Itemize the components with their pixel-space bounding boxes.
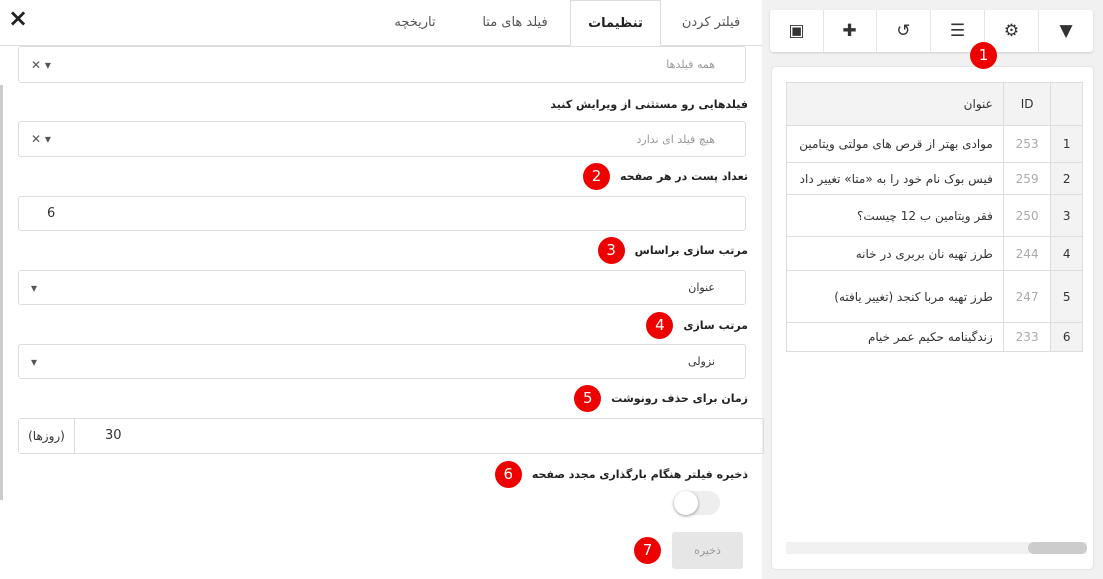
dropdown-icon[interactable]: ▾ (31, 354, 38, 369)
header-index (1050, 82, 1083, 126)
posts-table: ID عنوان 1 253 موادی بهتر از قرص های مولتی… (786, 82, 1083, 352)
row-title: فیس بوک نام خود را به «متا» تغییر داد (786, 162, 1004, 195)
toggle-knob (674, 491, 698, 515)
horizontal-scrollbar[interactable] (786, 542, 1087, 554)
row-id: 253 (1002, 125, 1052, 163)
row-index: 1 (1050, 125, 1083, 163)
order-by-label: مرتب سازی براساس (634, 244, 748, 257)
per-page-label: تعداد پست در هر صفحه (620, 170, 748, 183)
revision-label-row: زمان برای حذف رونوشت 5 (574, 385, 748, 412)
row-id: 247 (1002, 270, 1052, 323)
fields-placeholder: همه فیلدها (666, 58, 715, 71)
tab-divider (0, 45, 762, 46)
tab-filter[interactable]: فیلتر کردن (660, 0, 762, 46)
badge-5: 5 (574, 385, 602, 412)
row-title: زندگینامه حکیم عمر خیام (786, 322, 1004, 352)
badge-4: 4 (646, 312, 674, 339)
dropdown-icon[interactable]: ▾ (31, 280, 38, 295)
order-select[interactable]: نزولی ▾ (18, 344, 746, 379)
settings-panel: فیلتر کردن تنظیمات فیلد های متا تاریخچه … (0, 0, 764, 579)
exclude-label: فیلدهایی رو مستثنی از ویرایش کنید (550, 98, 748, 111)
row-title: طرز تهیه نان بربری در خانه (786, 236, 1004, 271)
badge-2: 2 (583, 163, 610, 190)
row-id: 244 (1002, 236, 1052, 271)
order-label: مرتب سازی (683, 319, 748, 332)
per-page-input[interactable]: 6 (18, 196, 746, 231)
save-filter-toggle[interactable] (674, 491, 720, 515)
header-title[interactable]: عنوان (786, 82, 1004, 126)
order-by-select[interactable]: عنوان ▾ (18, 270, 746, 305)
row-id: 233 (1002, 322, 1052, 352)
order-by-value: عنوان (688, 281, 715, 294)
table-row[interactable]: 5 247 طرز تهیه مربا کنجد (تغییر یافته) (786, 270, 1083, 323)
clear-dropdown-icon[interactable]: ▾ ✕ (31, 132, 51, 146)
header-id[interactable]: ID (1002, 82, 1052, 126)
row-id: 259 (1002, 162, 1052, 195)
row-index: 6 (1050, 322, 1083, 352)
badge-6: 6 (494, 461, 522, 488)
tab-meta-fields[interactable]: فیلد های متا (482, 15, 548, 30)
revision-input[interactable]: 30 (74, 418, 764, 454)
table-row[interactable]: 3 250 فقر ویتامین ب 12 چیست؟ (786, 194, 1083, 237)
row-title: فقر ویتامین ب 12 چیست؟ (786, 194, 1004, 237)
revision-label: زمان برای حذف رونوشت (611, 392, 748, 405)
save-icon[interactable]: ▣ (770, 10, 824, 52)
close-icon[interactable]: × (8, 4, 29, 32)
order-label-row: مرتب سازی 4 (646, 312, 748, 339)
row-index: 3 (1050, 194, 1083, 237)
per-page-label-row: تعداد پست در هر صفحه 2 (583, 163, 748, 190)
days-suffix: (روزها) (18, 418, 75, 454)
exclude-placeholder: هیچ فیلد ای ندارد (636, 132, 715, 146)
save-filter-label: ذخیره فیلتر هنگام بارگذاری مجدد صفحه (531, 468, 748, 481)
row-title: موادی بهتر از قرص های مولتی ویتامین (786, 125, 1004, 163)
fields-select[interactable]: همه فیلدها ▾ ✕ (18, 46, 746, 83)
badge-1: 1 (970, 42, 997, 69)
row-title: طرز تهیه مربا کنجد (تغییر یافته) (786, 270, 1004, 323)
history-icon[interactable]: ↺ (877, 10, 931, 52)
order-value: نزولی (688, 355, 715, 368)
row-index: 2 (1050, 162, 1083, 195)
plus-icon[interactable]: ✚ (823, 10, 877, 52)
row-index: 4 (1050, 236, 1083, 271)
row-index: 5 (1050, 270, 1083, 323)
columns-icon[interactable]: ☰ (931, 10, 985, 52)
tab-settings[interactable]: تنظیمات (570, 0, 661, 46)
posts-table-wrap: ID عنوان 1 253 موادی بهتر از قرص های مولتی… (786, 82, 1083, 352)
scroll-edge (0, 85, 3, 500)
save-filter-label-row: ذخیره فیلتر هنگام بارگذاری مجدد صفحه 6 (494, 461, 748, 488)
gear-icon[interactable]: ⚙ (985, 10, 1039, 52)
scrollbar-thumb[interactable] (1028, 542, 1087, 554)
order-by-label-row: مرتب سازی براساس 3 (597, 237, 748, 264)
table-row[interactable]: 2 259 فیس بوک نام خود را به «متا» تغییر دا… (786, 162, 1083, 195)
badge-3: 3 (597, 237, 625, 264)
table-row[interactable]: 6 233 زندگینامه حکیم عمر خیام (786, 322, 1083, 352)
save-button[interactable]: ذخیره (672, 532, 743, 569)
table-row[interactable]: 4 244 طرز تهیه نان بربری در خانه (786, 236, 1083, 271)
exclude-fields-select[interactable]: هیچ فیلد ای ندارد ▾ ✕ (18, 121, 746, 157)
table-row[interactable]: 1 253 موادی بهتر از قرص های مولتی ویتامین (786, 125, 1083, 163)
badge-7: 7 (634, 537, 661, 564)
row-id: 250 (1002, 194, 1052, 237)
clear-dropdown-icon[interactable]: ▾ ✕ (31, 57, 51, 72)
filter-icon[interactable]: ▼ (1059, 21, 1073, 41)
tab-history[interactable]: تاریخچه (394, 15, 436, 30)
